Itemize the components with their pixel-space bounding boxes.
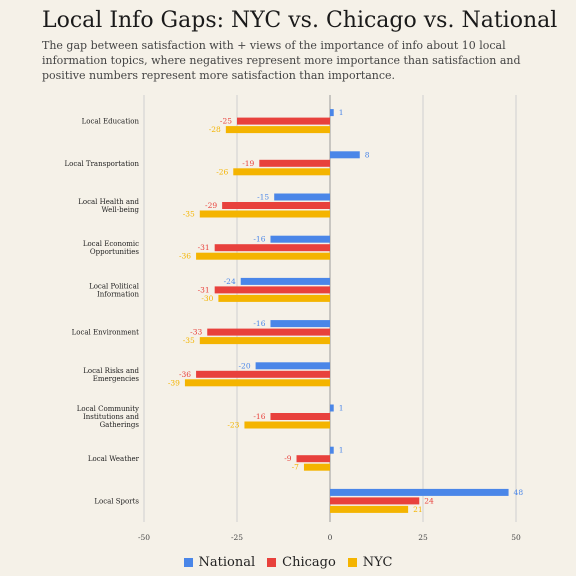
data-label-chicago: -16 — [253, 412, 265, 421]
category-label: Local Health and Well-being — [78, 198, 139, 214]
chart-subtitle: The gap between satisfaction with + view… — [42, 39, 521, 82]
data-label-national: 8 — [365, 150, 370, 159]
data-label-national: 48 — [514, 488, 524, 497]
data-label-chicago: -31 — [198, 243, 210, 252]
category-label: Local Political Information — [89, 282, 140, 298]
data-label-nyc: -35 — [183, 336, 195, 345]
bar-chicago — [207, 328, 330, 336]
data-label-national: -15 — [257, 193, 269, 202]
legend-label-national: National — [198, 555, 256, 570]
legend: National Chicago NYC — [0, 555, 576, 570]
data-label-chicago: -25 — [220, 117, 232, 126]
data-label-national: 1 — [339, 108, 344, 117]
bar-chicago — [214, 286, 330, 294]
bar-chicago — [296, 455, 330, 463]
legend-swatch-nyc — [347, 558, 357, 567]
bar-nyc — [303, 463, 330, 471]
category-label: Local Weather — [88, 455, 140, 463]
bar-national — [274, 193, 330, 201]
x-tick-label: 0 — [328, 533, 333, 542]
data-label-chicago: -29 — [205, 201, 217, 210]
data-label-nyc: -7 — [292, 463, 300, 472]
bar-chicago — [330, 497, 420, 505]
bar-nyc — [330, 505, 409, 513]
legend-item-national: National — [183, 555, 256, 570]
data-label-nyc: -30 — [201, 294, 213, 303]
legend-item-nyc: NYC — [347, 555, 393, 570]
bar-national — [330, 488, 509, 496]
data-label-nyc: 21 — [413, 505, 423, 514]
bar-chicago — [222, 202, 330, 209]
data-label-nyc: -23 — [227, 421, 239, 430]
data-label-nyc: -39 — [168, 378, 180, 387]
bar-national — [330, 446, 334, 454]
bar-national — [330, 109, 334, 117]
data-label-chicago: -36 — [179, 370, 191, 379]
legend-swatch-national — [183, 558, 193, 567]
category-label: Local Community Institutions and Gathering… — [77, 405, 140, 429]
bar-national — [240, 277, 330, 285]
bar-national — [330, 404, 334, 412]
category-label: Local Economic Opportunities — [83, 240, 140, 256]
bar-nyc — [199, 337, 330, 345]
data-label-nyc: -28 — [209, 125, 221, 134]
data-label-chicago: -19 — [242, 159, 254, 168]
bar-national — [330, 151, 360, 159]
data-label-national: -16 — [253, 235, 265, 244]
bar-nyc — [184, 379, 330, 387]
bar-nyc — [244, 421, 330, 429]
data-label-nyc: -35 — [183, 210, 195, 219]
x-tick-label: 25 — [418, 533, 428, 542]
legend-swatch-chicago — [267, 558, 277, 567]
data-label-chicago: -9 — [284, 454, 292, 463]
data-label-national: -16 — [253, 319, 265, 328]
category-label: Local Sports — [94, 497, 139, 505]
data-label-nyc: -36 — [179, 252, 191, 261]
data-label-national: 1 — [339, 404, 344, 413]
category-label: Local Environment — [72, 329, 140, 337]
bar-chicago — [270, 413, 330, 420]
category-label: Local Education — [82, 118, 140, 126]
bar-chicago — [196, 370, 330, 378]
bar-nyc — [199, 210, 330, 218]
bar-national — [270, 320, 330, 328]
bar-chicago — [259, 159, 330, 167]
bar-nyc — [218, 294, 330, 302]
category-label: Local Risks and Emergencies — [83, 367, 139, 383]
legend-item-chicago: Chicago — [267, 555, 336, 570]
chart-title: Local Info Gaps: NYC vs. Chicago vs. Nat… — [42, 8, 558, 33]
x-tick-label: -50 — [138, 533, 150, 542]
bar-nyc — [225, 126, 330, 134]
x-tick-label: 50 — [511, 533, 521, 542]
bar-national — [270, 235, 330, 243]
bar-national — [255, 362, 330, 370]
data-label-chicago: 24 — [424, 496, 434, 505]
bar-nyc — [233, 168, 330, 176]
x-tick-label: -25 — [231, 533, 243, 542]
legend-label-nyc: NYC — [362, 555, 393, 570]
bar-chicago — [214, 244, 330, 252]
data-label-national: 1 — [339, 446, 344, 455]
data-label-chicago: -31 — [198, 285, 210, 294]
category-label: Local Transportation — [64, 160, 139, 168]
legend-label-chicago: Chicago — [282, 555, 336, 570]
data-label-chicago: -33 — [190, 328, 202, 337]
data-label-national: -20 — [239, 361, 251, 370]
data-label-nyc: -26 — [216, 167, 228, 176]
bar-chicago — [237, 117, 330, 125]
data-label-national: -24 — [224, 277, 236, 286]
bar-nyc — [196, 252, 330, 260]
